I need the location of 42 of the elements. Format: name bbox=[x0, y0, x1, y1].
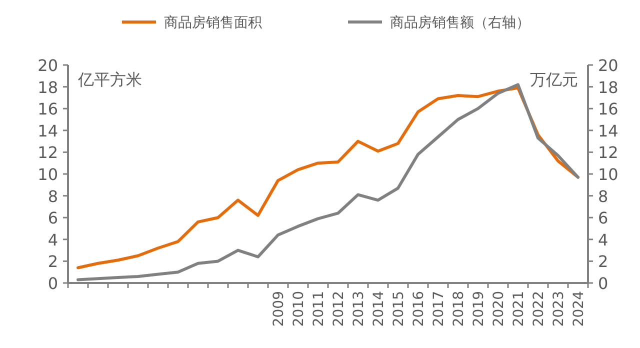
x-tick-label: 2019 bbox=[471, 291, 487, 327]
y2-tick-label: 12 bbox=[598, 143, 618, 162]
y-tick-label: 0 bbox=[48, 274, 58, 293]
y-tick-label: 6 bbox=[48, 208, 58, 228]
y-tick-label: 14 bbox=[38, 121, 58, 140]
x-tick-label: 2014 bbox=[371, 290, 387, 327]
y2-tick-label: 8 bbox=[598, 186, 608, 206]
y-tick-label: 10 bbox=[38, 165, 58, 184]
y2-tick-label: 6 bbox=[598, 208, 608, 228]
x-tick-label: 2012 bbox=[331, 291, 347, 327]
y2-tick-label: 4 bbox=[598, 230, 608, 250]
y-tick-label: 8 bbox=[48, 186, 58, 206]
x-tick-label: 2011 bbox=[311, 291, 327, 327]
x-tick-label: 2022 bbox=[531, 291, 547, 327]
x-tick-label: 2023 bbox=[551, 291, 567, 327]
x-tick-label: 2024 bbox=[571, 290, 587, 327]
y2-tick-label: 20 bbox=[598, 56, 618, 75]
x-tick-label: 2010 bbox=[291, 291, 307, 327]
y2-tick-label: 0 bbox=[598, 274, 608, 293]
y-tick-label: 18 bbox=[38, 78, 58, 97]
y-axis-title: 亿平方米 bbox=[77, 70, 142, 89]
y2-tick-label: 18 bbox=[598, 78, 618, 97]
x-tick-label: 2021 bbox=[511, 291, 527, 327]
legend-label: 商品房销售面积 bbox=[164, 15, 262, 31]
y-tick-label: 16 bbox=[38, 100, 58, 119]
x-tick-label: 2009 bbox=[271, 291, 287, 327]
x-tick-label: 2020 bbox=[491, 291, 507, 327]
legend-label: 商品房销售额（右轴） bbox=[390, 15, 530, 31]
y2-axis-title: 万亿元 bbox=[530, 70, 578, 89]
x-tick-label: 2016 bbox=[411, 290, 427, 327]
y2-tick-label: 16 bbox=[598, 100, 618, 119]
y2-tick-label: 10 bbox=[598, 165, 618, 184]
x-tick-label: 2015 bbox=[391, 291, 407, 327]
y-tick-label: 20 bbox=[38, 56, 58, 75]
y-tick-label: 4 bbox=[48, 230, 58, 250]
x-tick-label: 2013 bbox=[351, 291, 367, 327]
y-tick-label: 2 bbox=[48, 252, 58, 272]
x-tick-label: 2018 bbox=[451, 291, 467, 327]
y2-tick-label: 2 bbox=[598, 252, 608, 272]
x-tick-label: 2017 bbox=[431, 291, 447, 327]
y-tick-label: 12 bbox=[38, 143, 58, 162]
y2-tick-label: 14 bbox=[598, 121, 618, 140]
